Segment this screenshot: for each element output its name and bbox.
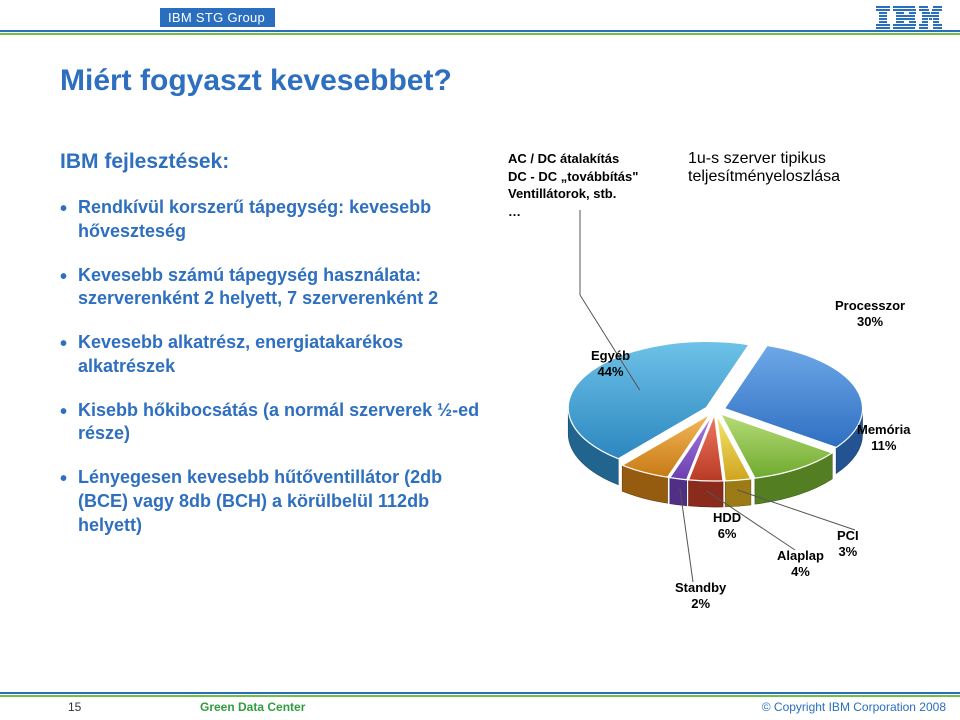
callout-line: AC / DC átalakítás — [508, 150, 668, 168]
page-number: 15 — [68, 700, 81, 714]
footer-center-text: Green Data Center — [200, 700, 305, 714]
pie-title: 1u-s szerver tipikus teljesítményeloszlá… — [688, 150, 918, 186]
pie-svg — [525, 200, 945, 620]
header-green-line — [0, 33, 960, 35]
page-title: Miért fogyaszt kevesebbet? — [60, 64, 452, 98]
bullet-item: Lényegesen kevesebb hűtőventillátor (2db… — [60, 466, 490, 537]
pie-slice-label: HDD6% — [713, 510, 741, 541]
subhead: IBM fejlesztések: — [60, 150, 229, 174]
pie-slice-label: PCI3% — [837, 528, 859, 559]
copyright-text: © Copyright IBM Corporation 2008 — [762, 700, 946, 714]
footer-bar: 15 Green Data Center © Copyright IBM Cor… — [0, 692, 960, 720]
bullet-item: Kisebb hőkibocsátás (a normál szerverek … — [60, 399, 490, 447]
pie-slice-label: Standby2% — [675, 580, 726, 611]
pie-chart: Processzor30% Memória11% PCI3% Alaplap4% Sta… — [525, 200, 945, 620]
header-bar: IBM STG Group — [0, 8, 960, 32]
footer-green-line — [0, 695, 960, 697]
pie-slice-label: Egyéb44% — [591, 348, 630, 379]
pie-slice-label: Processzor30% — [835, 298, 905, 329]
header-group-label: IBM STG Group — [160, 8, 275, 27]
callout-line: DC - DC „továbbítás" — [508, 168, 668, 186]
bullet-item: Rendkívül korszerű tápegység: kevesebb h… — [60, 196, 490, 244]
bullet-item: Kevesebb számú tápegység használata: sze… — [60, 264, 490, 312]
bullet-item: Kevesebb alkatrész, energiatakarékos alk… — [60, 331, 490, 379]
bullet-list: Rendkívül korszerű tápegység: kevesebb h… — [60, 196, 490, 557]
ibm-logo-icon — [876, 6, 942, 37]
pie-slice-label: Alaplap4% — [777, 548, 824, 579]
pie-slice-label: Memória11% — [857, 422, 910, 453]
